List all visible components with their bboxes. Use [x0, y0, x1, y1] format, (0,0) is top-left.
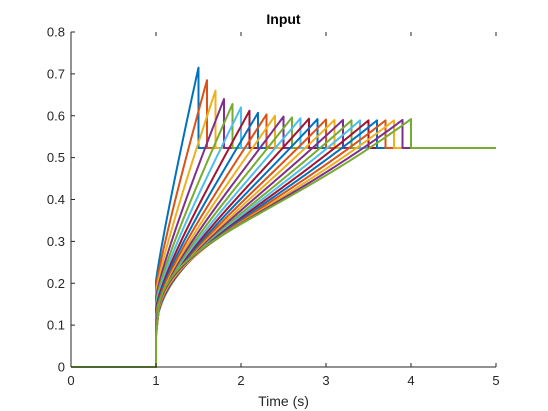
x-tick-label: 0	[67, 373, 74, 388]
series-line	[71, 79, 496, 368]
series-line	[71, 109, 496, 368]
series-line	[71, 106, 496, 368]
series-line	[71, 111, 496, 368]
y-tick-label: 0.2	[47, 276, 65, 291]
x-tick-label: 3	[322, 373, 329, 388]
y-tick-label: 0.8	[47, 25, 65, 40]
series-line	[71, 118, 496, 368]
y-tick-label: 0.5	[47, 150, 65, 165]
y-ticks: 0 0.1 0.2 0.3 0.4 0.5 0.6 0.7 0.8	[47, 25, 75, 375]
series-line	[71, 66, 496, 368]
series-line	[71, 113, 496, 368]
series-line	[71, 103, 496, 368]
series-line	[71, 89, 496, 368]
series-line	[71, 98, 496, 368]
x-ticks: 0 1 2 3 4 5	[67, 32, 500, 388]
series-line	[71, 114, 496, 368]
y-tick-label: 0.7	[47, 66, 65, 81]
x-tick-label: 1	[152, 373, 159, 388]
series-line	[71, 116, 496, 368]
series-group	[71, 66, 496, 368]
x-tick-label: 5	[492, 373, 499, 388]
x-tick-label: 4	[407, 373, 414, 388]
chart-title: Input	[266, 11, 301, 27]
x-axis-label: Time (s)	[258, 393, 309, 409]
y-tick-label: 0.3	[47, 234, 65, 249]
y-tick-label: 0.6	[47, 108, 65, 123]
y-tick-label: 0.4	[47, 192, 65, 207]
y-tick-label: 0.1	[47, 318, 65, 333]
x-tick-label: 2	[237, 373, 244, 388]
series-line	[71, 115, 496, 368]
y-tick-label: 0	[58, 360, 65, 375]
